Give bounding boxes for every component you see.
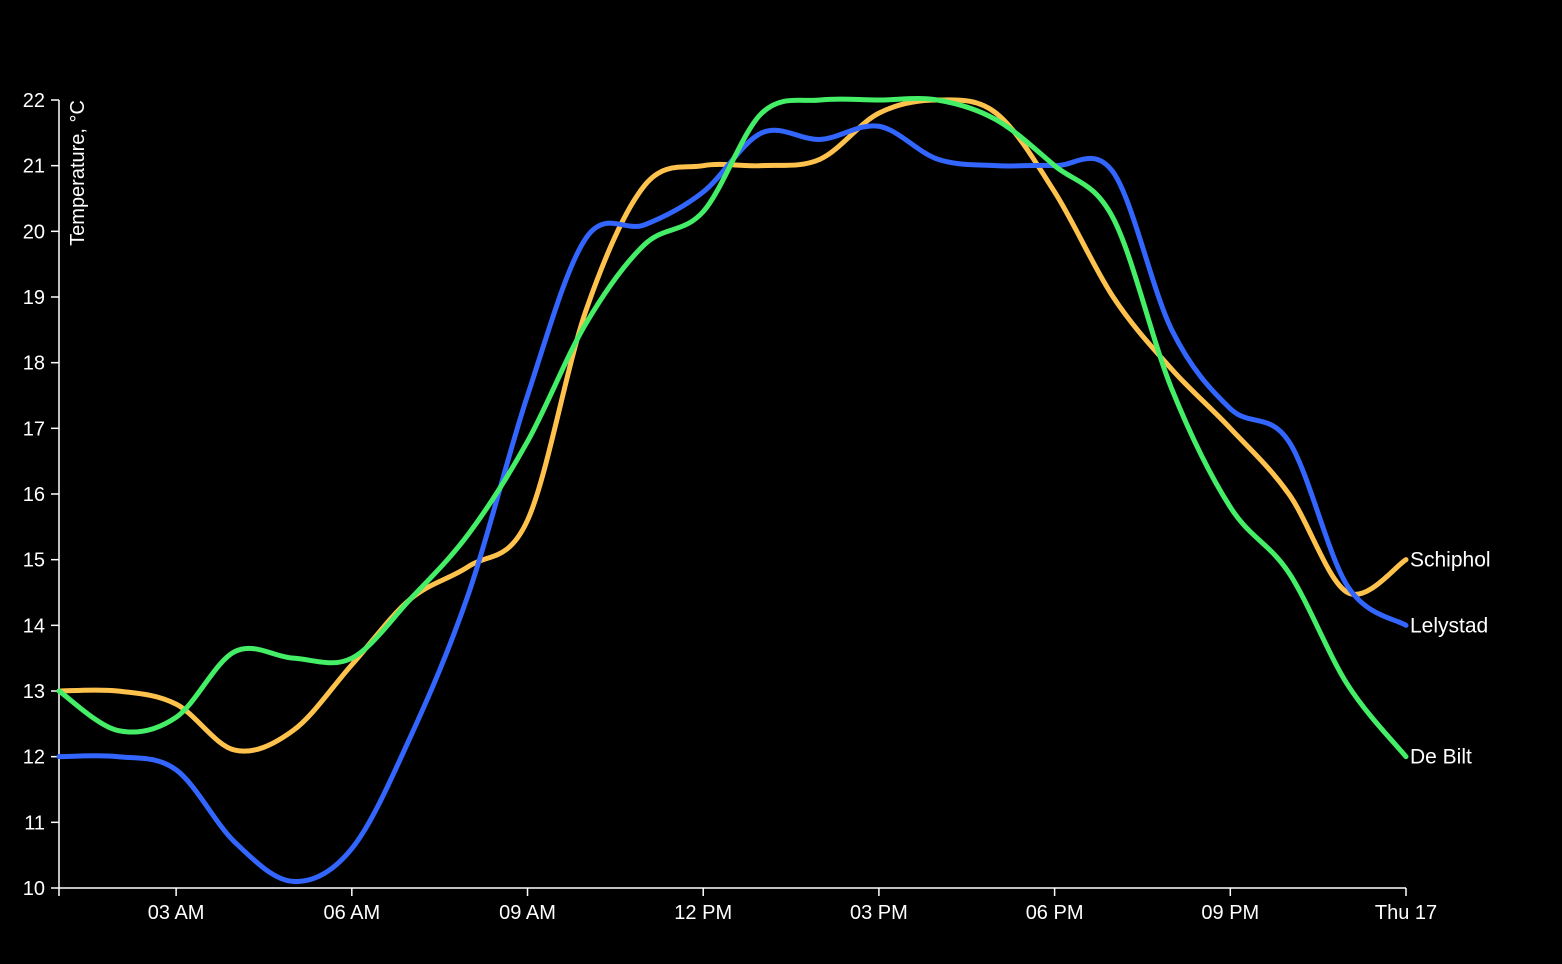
- x-tick-label: 09 AM: [499, 902, 556, 924]
- x-tick-label: 03 PM: [850, 902, 908, 924]
- y-tick-label: 22: [23, 90, 45, 112]
- y-tick-label: 13: [23, 681, 45, 703]
- x-axis: 03 AM 06 AM 09 AM 12 PM 03 PM 06 PM 09 PM Thu 1…: [58, 887, 1437, 924]
- x-tick-label: 12 PM: [674, 902, 732, 924]
- series-line-schiphol: [56, 97, 1409, 754]
- series-label-schiphol: Schiphol: [1410, 549, 1491, 572]
- x-tick-label: 06 AM: [323, 902, 380, 924]
- y-tick-label: 16: [23, 484, 45, 506]
- x-tick-label: 09 PM: [1201, 902, 1259, 924]
- y-axis-title: Temperature, °C: [67, 100, 89, 246]
- y-tick-label: 18: [23, 353, 45, 375]
- y-tick-label: 21: [23, 156, 45, 178]
- x-tick-label: 06 PM: [1026, 902, 1084, 924]
- x-tick-label: 03 AM: [148, 902, 205, 924]
- series-line-de-bilt: [56, 96, 1409, 760]
- y-axis: 10 11 12 13 14 15 16 17 18 19 20 21 22: [23, 90, 60, 900]
- y-tick-label: 11: [24, 812, 45, 834]
- y-tick-label: 10: [23, 878, 45, 900]
- y-tick-label: 19: [23, 287, 45, 309]
- series-label-lelystad: Lelystad: [1410, 614, 1488, 637]
- y-tick-label: 12: [23, 747, 45, 769]
- series-label-de-bilt: De Bilt: [1410, 746, 1472, 769]
- x-tick-label: Thu 17: [1375, 902, 1437, 924]
- series-labels: Schiphol Lelystad De Bilt: [1410, 549, 1491, 769]
- series-group: [56, 96, 1409, 884]
- y-tick-label: 15: [23, 550, 45, 572]
- y-tick-label: 17: [23, 418, 45, 440]
- y-tick-label: 20: [23, 221, 45, 243]
- y-tick-label: 14: [23, 615, 45, 637]
- series-line-lelystad: [56, 123, 1409, 884]
